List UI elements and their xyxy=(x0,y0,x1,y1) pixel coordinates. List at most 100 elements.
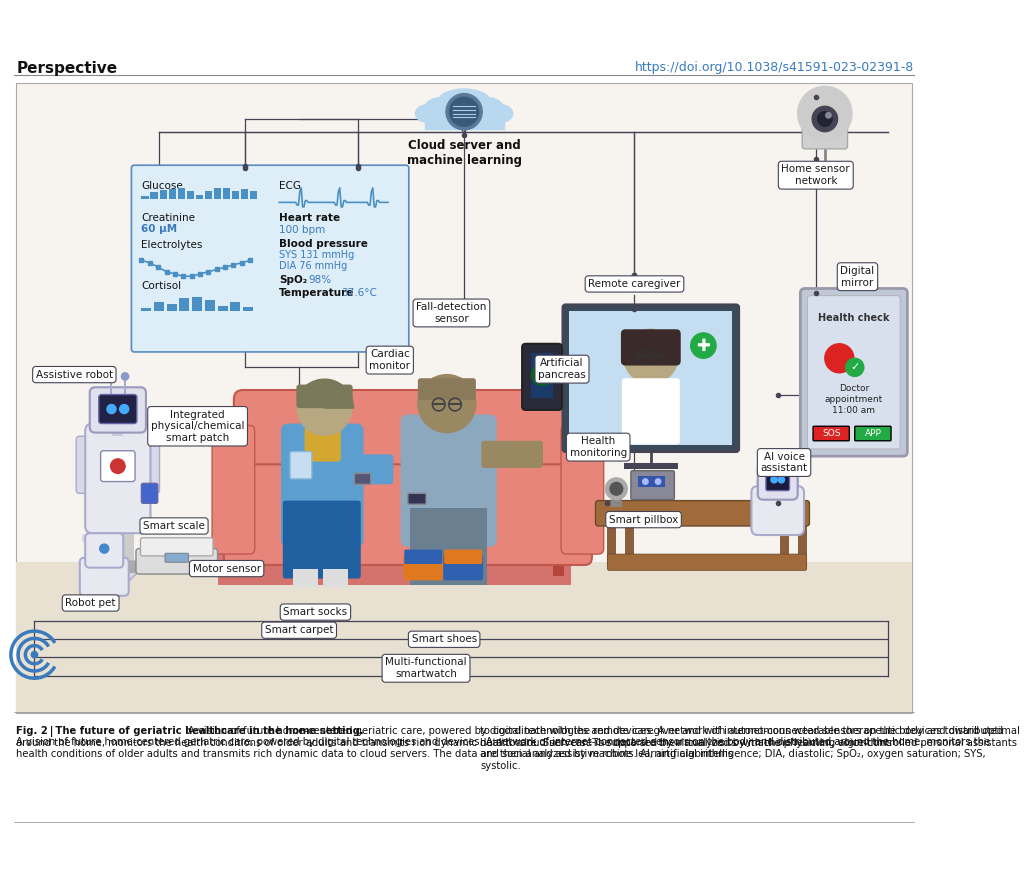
Bar xyxy=(798,524,807,567)
FancyBboxPatch shape xyxy=(118,560,139,573)
FancyBboxPatch shape xyxy=(563,305,738,452)
FancyBboxPatch shape xyxy=(354,474,371,484)
Text: to coordinate with the remote caregiver and with autonomous wearable therapeutic: to coordinate with the remote caregiver … xyxy=(480,726,1020,771)
Text: Smart carpet: Smart carpet xyxy=(265,625,334,635)
Text: 60 μM: 60 μM xyxy=(141,225,177,234)
Bar xyxy=(16,82,911,713)
FancyBboxPatch shape xyxy=(85,533,123,567)
FancyBboxPatch shape xyxy=(621,329,681,366)
Wedge shape xyxy=(83,535,91,545)
Text: Assistive robot: Assistive robot xyxy=(36,369,113,380)
FancyBboxPatch shape xyxy=(283,501,360,579)
FancyBboxPatch shape xyxy=(212,425,255,554)
Bar xyxy=(607,524,616,567)
Text: Home sensor
network: Home sensor network xyxy=(781,164,850,186)
FancyBboxPatch shape xyxy=(802,118,848,149)
Circle shape xyxy=(99,544,109,553)
FancyBboxPatch shape xyxy=(444,550,482,564)
FancyBboxPatch shape xyxy=(408,494,426,504)
Circle shape xyxy=(691,333,716,359)
Polygon shape xyxy=(124,567,138,581)
FancyBboxPatch shape xyxy=(403,555,443,581)
Circle shape xyxy=(846,359,864,376)
FancyBboxPatch shape xyxy=(808,296,900,449)
Bar xyxy=(531,353,553,398)
FancyBboxPatch shape xyxy=(136,436,160,494)
Text: Fall-detection
sensor: Fall-detection sensor xyxy=(416,303,486,324)
Bar xyxy=(179,298,189,311)
FancyBboxPatch shape xyxy=(165,553,188,562)
Text: Smart socks: Smart socks xyxy=(284,607,347,617)
FancyBboxPatch shape xyxy=(140,538,213,556)
FancyBboxPatch shape xyxy=(400,415,497,547)
Text: Perspective: Perspective xyxy=(16,61,118,76)
FancyBboxPatch shape xyxy=(90,388,146,432)
Text: https://doi.org/10.1038/s41591-023-02391-8: https://doi.org/10.1038/s41591-023-02391… xyxy=(635,61,913,74)
FancyBboxPatch shape xyxy=(350,454,393,484)
FancyBboxPatch shape xyxy=(281,424,364,547)
FancyBboxPatch shape xyxy=(96,560,118,573)
Text: Doctor
appointment
11:00 am: Doctor appointment 11:00 am xyxy=(824,383,883,415)
Bar xyxy=(243,553,254,576)
Bar xyxy=(230,302,241,311)
Text: A vision of future home-centered geriatric care, powered by digital technologies: A vision of future home-centered geriatr… xyxy=(16,726,1004,748)
FancyBboxPatch shape xyxy=(522,344,562,410)
Bar xyxy=(123,522,134,567)
FancyBboxPatch shape xyxy=(131,165,409,352)
Circle shape xyxy=(778,476,784,483)
Text: Integrated
physical/chemical
smart patch: Integrated physical/chemical smart patch xyxy=(151,410,245,443)
FancyBboxPatch shape xyxy=(607,554,807,570)
Circle shape xyxy=(531,364,553,386)
Text: Health
monitoring: Health monitoring xyxy=(569,437,627,458)
Ellipse shape xyxy=(472,98,504,118)
Circle shape xyxy=(825,344,854,373)
Circle shape xyxy=(771,476,777,483)
FancyBboxPatch shape xyxy=(443,555,483,581)
Bar xyxy=(626,524,635,567)
Text: Fig. 2 | The future of geriatric healthcare in the home setting.: Fig. 2 | The future of geriatric healthc… xyxy=(16,726,365,738)
Bar xyxy=(167,304,177,311)
FancyBboxPatch shape xyxy=(752,486,804,535)
Text: AI voice
assistant: AI voice assistant xyxy=(761,452,808,474)
Text: APP: APP xyxy=(864,429,882,438)
FancyBboxPatch shape xyxy=(407,455,432,502)
Bar xyxy=(425,106,504,129)
Text: 98%: 98% xyxy=(308,275,332,285)
FancyBboxPatch shape xyxy=(801,289,907,456)
Bar xyxy=(232,190,240,199)
Bar xyxy=(223,188,230,199)
Circle shape xyxy=(111,459,125,474)
Bar xyxy=(177,188,185,199)
Bar xyxy=(169,189,176,199)
Text: DIA 76 mmHg: DIA 76 mmHg xyxy=(280,261,347,271)
Ellipse shape xyxy=(489,105,513,122)
Text: Motor sensor: Motor sensor xyxy=(193,564,261,574)
Text: Electrolytes: Electrolytes xyxy=(141,240,203,251)
Circle shape xyxy=(120,404,129,414)
FancyBboxPatch shape xyxy=(296,385,352,408)
Text: Robot pet: Robot pet xyxy=(66,598,116,608)
FancyBboxPatch shape xyxy=(758,463,798,500)
Circle shape xyxy=(122,373,129,380)
Bar xyxy=(217,306,227,311)
Circle shape xyxy=(106,404,116,414)
Bar xyxy=(444,553,455,576)
Bar xyxy=(553,553,564,576)
Ellipse shape xyxy=(425,98,457,118)
Circle shape xyxy=(32,652,38,658)
FancyBboxPatch shape xyxy=(855,426,891,441)
Bar xyxy=(205,191,212,199)
Bar xyxy=(16,562,911,713)
Ellipse shape xyxy=(438,89,490,115)
Bar xyxy=(100,587,108,603)
Bar xyxy=(205,300,215,311)
FancyBboxPatch shape xyxy=(631,471,675,500)
FancyBboxPatch shape xyxy=(404,550,442,564)
Bar xyxy=(611,496,622,507)
Circle shape xyxy=(798,86,852,140)
Bar xyxy=(214,188,221,199)
Ellipse shape xyxy=(416,105,439,122)
Bar xyxy=(141,196,148,199)
Text: Health check: Health check xyxy=(818,313,890,323)
Wedge shape xyxy=(297,379,353,408)
